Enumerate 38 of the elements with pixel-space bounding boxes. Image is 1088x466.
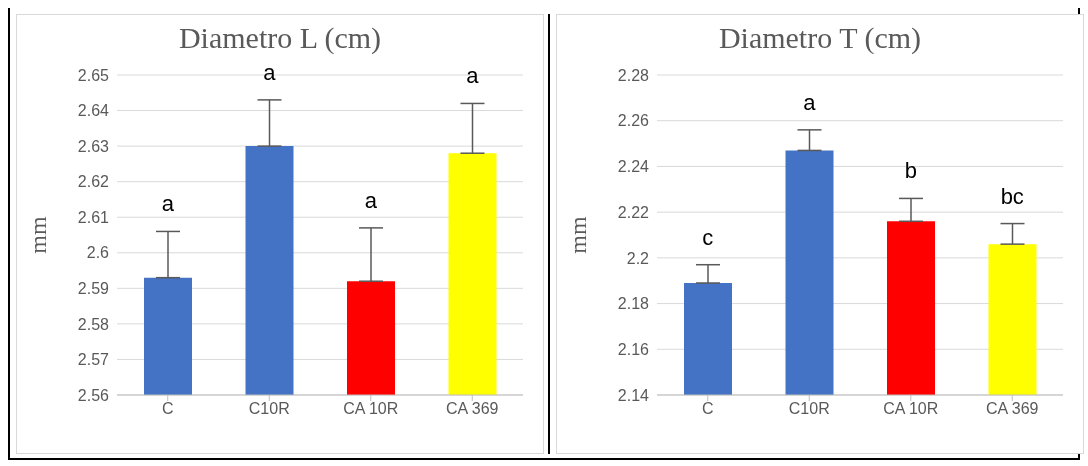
x-tick-label: C10R (788, 400, 830, 418)
annotation: b (904, 158, 917, 184)
y-tick-label: 2.14 (617, 386, 650, 404)
x-tick-label: C10R (248, 400, 290, 418)
y-tick-label: 2.63 (77, 137, 110, 155)
y-tick-label: 2.2 (626, 249, 650, 267)
x-tick-label: C (161, 400, 174, 418)
y-tick-label: 2.56 (77, 386, 110, 404)
chart-title: Diametro L (cm) (177, 21, 383, 55)
y-axis-title: mm (564, 216, 591, 254)
y-tick-label: 2.16 (617, 340, 650, 358)
y-tick-label: 2.24 (617, 158, 650, 176)
y-tick-label: 2.58 (77, 315, 110, 333)
y-tick-label: 2.18 (617, 295, 650, 313)
annotation: a (364, 187, 378, 213)
y-tick-label: 2.62 (77, 173, 110, 191)
y-axis-title: mm (24, 216, 51, 254)
x-tick-label: CA 10R (343, 400, 399, 418)
y-tick-label: 2.57 (77, 351, 110, 369)
x-tick-label: C (701, 400, 714, 418)
annotation: a (161, 191, 175, 217)
annotation: a (466, 63, 480, 89)
annotation: c (702, 224, 714, 250)
chart-title: Diametro T (cm) (717, 21, 923, 55)
y-tick-label: 2.28 (617, 66, 650, 84)
x-tick-label: CA 369 (986, 400, 1039, 418)
annotation: a (263, 59, 277, 85)
x-tick-label: CA 10R (883, 400, 939, 418)
y-tick-label: 2.65 (77, 66, 110, 84)
y-tick-label: 2.64 (77, 102, 110, 120)
y-tick-label: 2.22 (617, 203, 650, 221)
annotation: bc (1000, 183, 1024, 209)
y-tick-label: 2.59 (77, 280, 110, 298)
y-tick-label: 2.6 (86, 244, 110, 262)
y-tick-label: 2.26 (617, 112, 650, 130)
x-tick-label: CA 369 (446, 400, 499, 418)
annotation: a (803, 89, 817, 115)
y-tick-label: 2.61 (77, 208, 110, 226)
